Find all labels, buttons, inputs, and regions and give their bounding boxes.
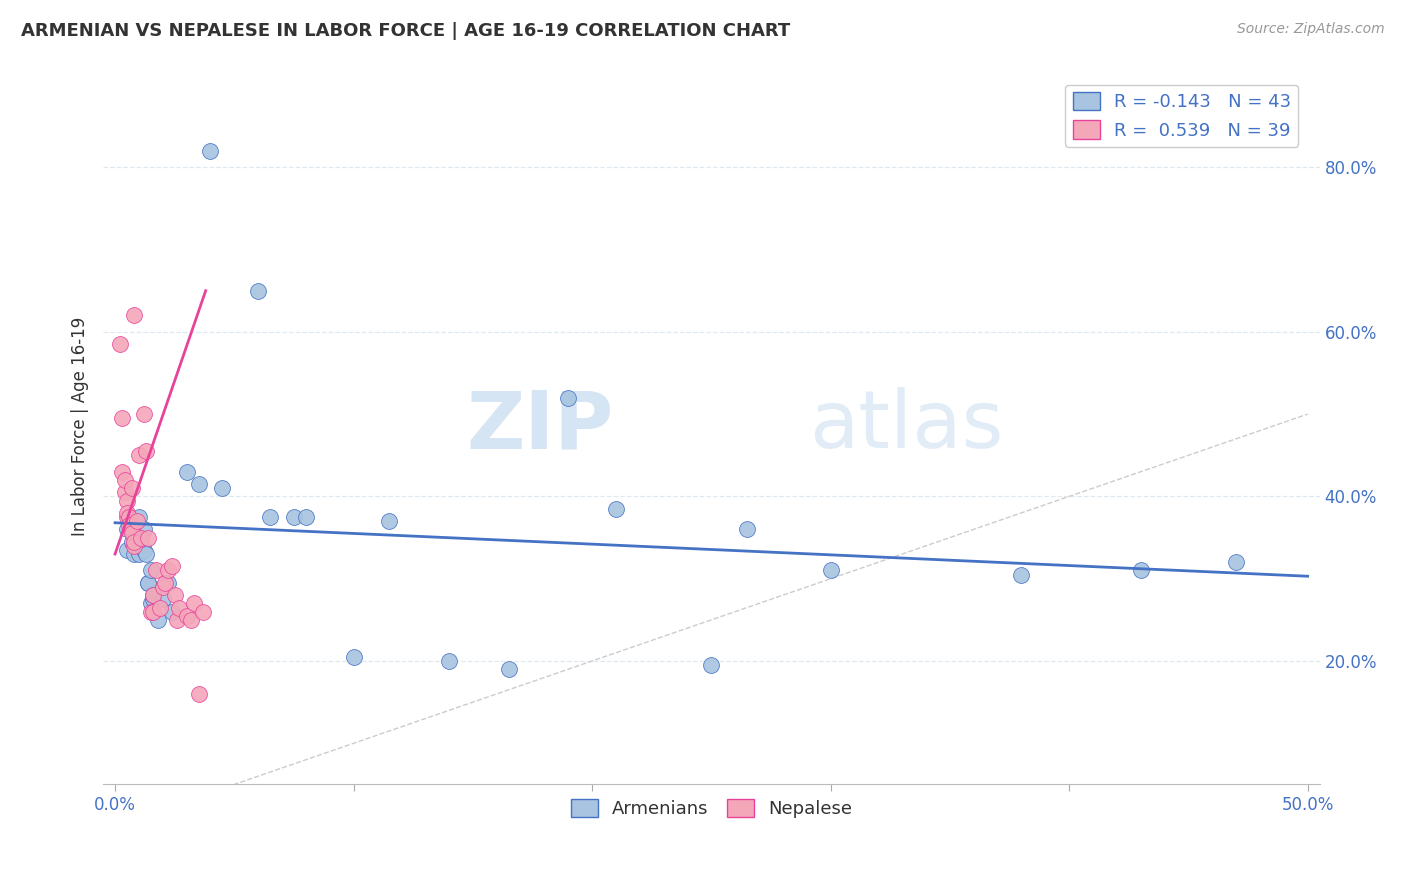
Point (122, 547, 145, 561)
Point (111, 411, 134, 425)
Point (176, 465, 198, 479)
Point (122, 534, 145, 549)
Point (283, 510, 305, 524)
Point (132, 522, 155, 536)
Point (1225, 555, 1247, 569)
Point (122, 309, 145, 323)
Text: atlas: atlas (808, 387, 1002, 466)
Point (1010, 567, 1032, 582)
Point (135, 444, 157, 458)
Point (138, 575, 160, 590)
Point (132, 407, 155, 421)
Point (142, 588, 165, 602)
Point (166, 613, 188, 627)
Point (114, 485, 136, 500)
Point (342, 649, 364, 664)
Point (125, 534, 148, 549)
Point (820, 564, 842, 578)
Point (115, 542, 138, 557)
Point (162, 605, 184, 619)
Point (378, 514, 401, 528)
Point (138, 575, 160, 590)
Point (162, 559, 184, 574)
Point (152, 580, 174, 594)
Point (138, 531, 160, 545)
Point (128, 547, 150, 561)
Point (142, 588, 165, 602)
Point (193, 605, 215, 619)
Point (156, 564, 179, 578)
Point (169, 600, 191, 615)
Point (183, 596, 205, 610)
Point (146, 613, 169, 627)
Point (557, 391, 579, 405)
Point (129, 539, 152, 553)
Point (176, 608, 198, 623)
Text: ARMENIAN VS NEPALESE IN LABOR FORCE | AGE 16-19 CORRELATION CHART: ARMENIAN VS NEPALESE IN LABOR FORCE | AG… (21, 22, 790, 40)
Point (121, 526, 143, 541)
Legend: Armenians, Nepalese: Armenians, Nepalese (564, 792, 859, 825)
Point (121, 481, 143, 495)
Point (122, 526, 145, 541)
Point (115, 493, 138, 508)
Point (211, 481, 233, 495)
Point (114, 473, 136, 487)
Point (139, 596, 162, 610)
Point (121, 534, 143, 549)
Text: ZIP: ZIP (467, 387, 614, 466)
Point (142, 592, 165, 607)
Point (132, 542, 155, 557)
Point (145, 564, 167, 578)
Point (118, 510, 141, 524)
Point (259, 510, 281, 524)
Point (200, 144, 222, 158)
Point (115, 506, 138, 520)
Point (115, 510, 138, 524)
Point (128, 531, 150, 545)
Point (180, 613, 202, 627)
Point (152, 592, 174, 607)
Point (295, 510, 318, 524)
Point (498, 662, 520, 676)
Point (1129, 564, 1152, 578)
Point (121, 522, 143, 536)
Point (108, 337, 131, 351)
Point (128, 448, 150, 462)
Point (115, 522, 138, 536)
Point (437, 654, 460, 668)
Point (125, 514, 148, 528)
Point (129, 531, 152, 545)
Y-axis label: In Labor Force | Age 16-19: In Labor Force | Age 16-19 (72, 317, 89, 536)
Point (122, 539, 145, 553)
Point (128, 510, 150, 524)
Text: Source: ZipAtlas.com: Source: ZipAtlas.com (1237, 22, 1385, 37)
Point (149, 600, 172, 615)
Point (700, 658, 723, 673)
Point (187, 687, 209, 701)
Point (139, 564, 162, 578)
Point (187, 477, 209, 491)
Point (163, 588, 186, 602)
Point (605, 501, 627, 516)
Point (156, 575, 179, 590)
Point (118, 518, 141, 533)
Point (735, 522, 758, 536)
Point (139, 605, 162, 619)
Point (142, 605, 165, 619)
Point (135, 547, 157, 561)
Point (247, 284, 270, 298)
Point (153, 575, 176, 590)
Point (111, 465, 134, 479)
